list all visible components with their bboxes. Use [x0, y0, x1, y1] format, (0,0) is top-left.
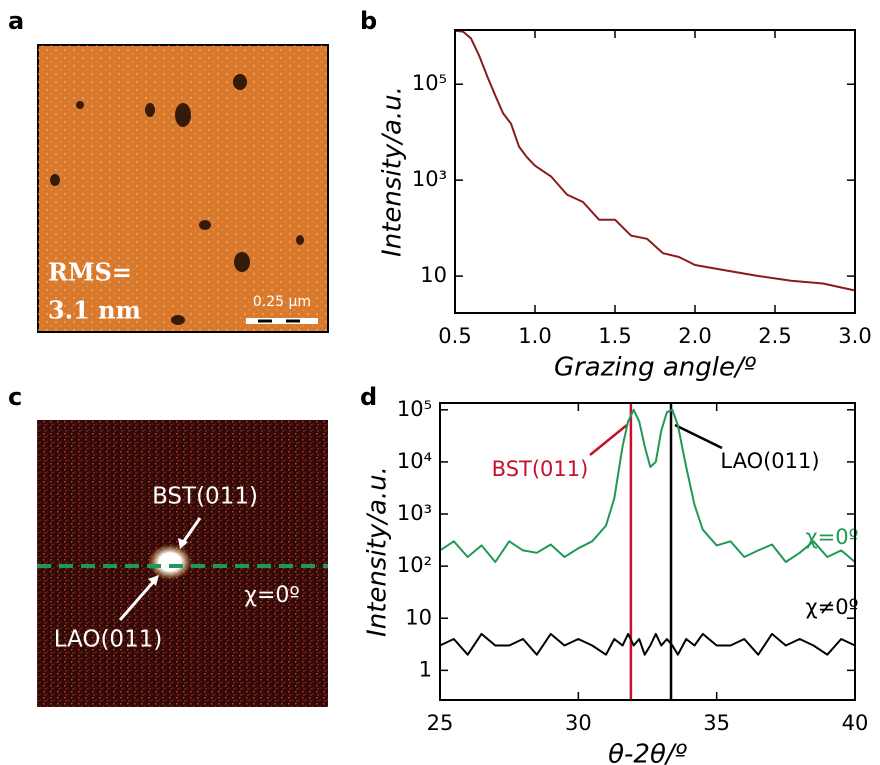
plot-frame	[454, 29, 856, 314]
x-tick-label: 1.5	[598, 324, 631, 348]
x-axis-label: θ-2θ/º	[608, 740, 687, 765]
afm-image: RMS= 3.1 nm 0.25 μm	[37, 44, 329, 333]
y-tick-label: 10³	[412, 167, 447, 191]
y-tick-label: 1	[419, 657, 432, 681]
y-tick-label: 10⁴	[397, 449, 432, 473]
y-tick-label: 10⁵	[412, 71, 447, 95]
reference-label: BST(011)	[492, 457, 589, 481]
y-tick-label: 10³	[397, 501, 432, 525]
rms-value: 3.1 nm	[48, 296, 141, 325]
panel-letter: b	[360, 7, 377, 35]
rsm-annotation: LAO(011)	[54, 627, 163, 653]
reference-label: LAO(011)	[720, 449, 819, 473]
y-tick-label: 10	[420, 263, 447, 287]
x-tick-label: 3.0	[838, 324, 871, 348]
data-line	[439, 632, 856, 656]
rsm-line-label: χ=0º	[244, 583, 300, 608]
panel-letter: c	[8, 383, 22, 411]
x-tick-label: 25	[427, 711, 454, 735]
panel-letter: a	[8, 7, 24, 35]
y-axis-label: Intensity/a.u.	[363, 466, 393, 637]
x-tick-label: 35	[703, 711, 730, 735]
y-tick-label: 10²	[397, 553, 432, 577]
x-tick-label: 40	[842, 711, 869, 735]
series-label: χ=0º	[806, 525, 859, 549]
x-tick-label: 0.5	[438, 324, 471, 348]
plot-frame	[439, 402, 856, 701]
scale-bar-label: 0.25 μm	[253, 294, 311, 310]
panel-letters: a b c d	[8, 7, 377, 411]
annotation-arrow	[589, 424, 628, 456]
x-tick-label: 30	[565, 711, 592, 735]
y-tick-label: 10	[405, 605, 432, 629]
x-tick-label: 2.5	[758, 324, 791, 348]
x-axis-label: Grazing angle/º	[554, 353, 757, 383]
x-tick-label: 1.0	[518, 324, 551, 348]
chart: 0.5 1.0 1.5 2.0 2.5 3.0 10 10³ 10⁵ Grazing angle/…	[378, 29, 872, 383]
y-tick-label: 10⁵	[397, 397, 432, 421]
data-line	[454, 29, 856, 292]
rsm-annotation: BST(011)	[152, 484, 258, 510]
chart: 25 30 35 40 1 10 10² 10³ 10⁴ 10⁵ BST(011) LAO(011) χ…	[363, 397, 869, 765]
x-tick-label: 2.0	[678, 324, 711, 348]
panel-letter: d	[360, 383, 377, 411]
rms-label: RMS=	[48, 258, 132, 287]
series-label: χ≠0º	[806, 595, 859, 619]
annotation-arrow	[674, 423, 723, 450]
y-axis-label: Intensity/a.u.	[378, 86, 408, 257]
data-line	[439, 408, 856, 563]
rsm-image: BST(011) LAO(011) χ=0º	[37, 420, 328, 707]
